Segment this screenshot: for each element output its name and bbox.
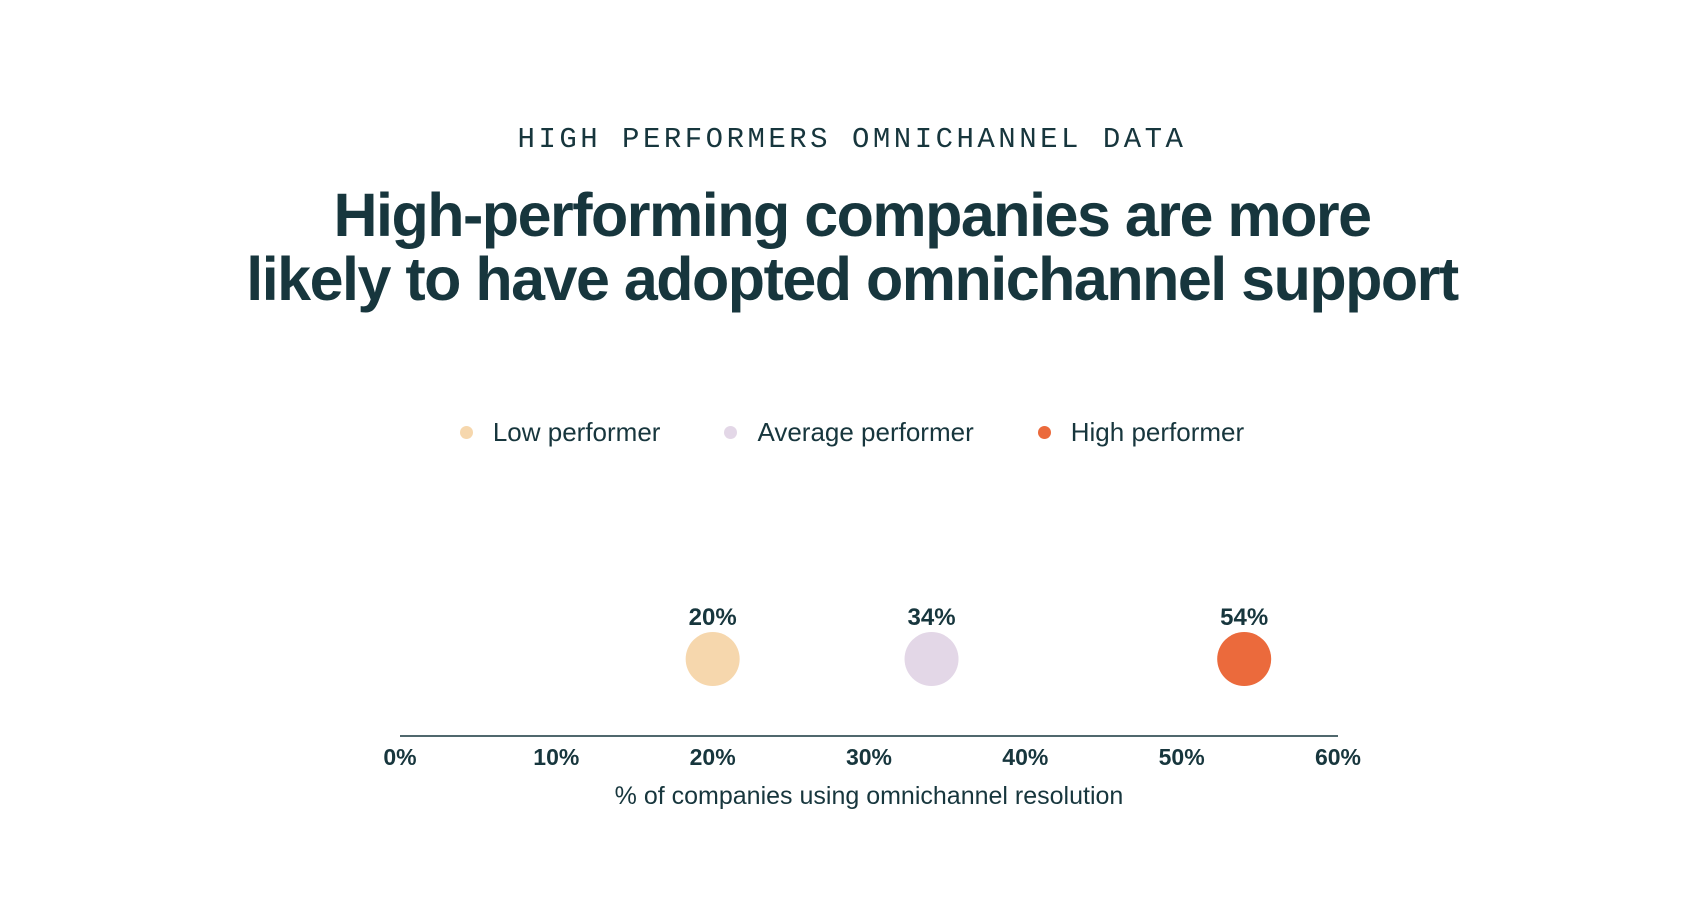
x-tick-label: 50% [1159,744,1205,770]
chart-headline: High-performing companies are more likel… [0,183,1704,311]
legend-swatch-average [724,426,738,439]
legend-item-average: Average performer [724,417,974,448]
data-label-high: 54% [1220,604,1268,631]
legend-label-high: High performer [1070,417,1245,447]
data-point-low [685,632,740,686]
headline-line-1: High-performing companies are more [333,181,1372,249]
x-tick-label: 0% [383,744,416,770]
legend-item-high: High performer [1037,417,1245,448]
x-tick-label: 40% [1002,744,1048,770]
x-tick-label: 20% [690,744,736,770]
x-axis-ticks: 0% 10% 20% 30% 40% 50% 60% [383,744,1361,770]
data-point-high [1217,632,1272,686]
data-label-low: 20% [689,604,737,631]
legend-item-low: Low performer [459,417,661,448]
legend-label-average: Average performer [757,417,974,447]
data-point-average [904,632,959,686]
data-points: 20% 34% 54% [685,604,1272,686]
x-tick-label: 10% [533,744,579,770]
eyebrow-label: HIGH PERFORMERS OMNICHANNEL DATA [517,123,1187,156]
data-label-average: 34% [908,604,956,631]
legend-swatch-low [459,426,473,439]
x-axis-title: % of companies using omnichannel resolut… [615,782,1124,810]
legend-label-low: Low performer [492,417,661,447]
chart-legend: Low performer Average performer High per… [0,417,1704,448]
legend-swatch-high [1037,426,1051,439]
x-tick-label: 30% [846,744,892,770]
headline-line-2: likely to have adopted omnichannel suppo… [246,245,1459,313]
x-tick-label: 60% [1315,744,1361,770]
